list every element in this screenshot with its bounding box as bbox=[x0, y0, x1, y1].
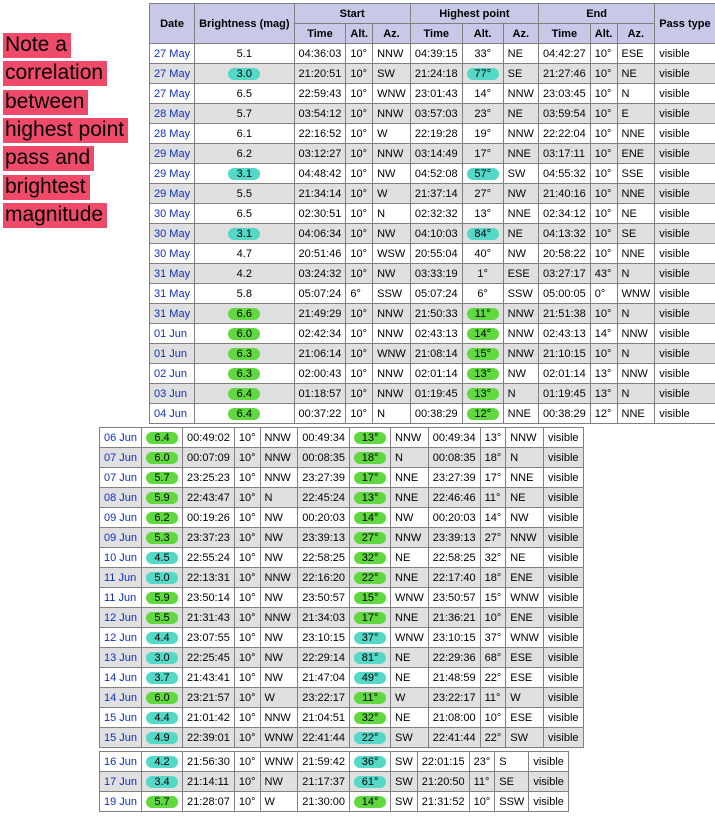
table-row: 09 Jun6.200:19:2610°NW00:20:0314°NW00:20… bbox=[100, 508, 584, 528]
table-row: 01 Jun6.002:42:3410°NNW02:43:1314°NNW02:… bbox=[150, 324, 715, 344]
date-link[interactable]: 27 May bbox=[154, 48, 190, 60]
table-row: 04 Jun6.400:37:2210°N00:38:2912°NNE00:38… bbox=[150, 404, 715, 424]
table-row: 10 Jun4.522:55:2410°NW22:58:2532°NE22:58… bbox=[100, 548, 584, 568]
date-link[interactable]: 15 Jun bbox=[104, 732, 137, 744]
table-row: 28 May5.703:54:1210°NNW03:57:0323°NE03:5… bbox=[150, 104, 715, 124]
table-row: 02 Jun6.302:00:4310°NNW02:01:1413°NW02:0… bbox=[150, 364, 715, 384]
table-row: 07 Jun5.723:25:2310°NNW23:27:3917°NNE23:… bbox=[100, 468, 584, 488]
date-link[interactable]: 29 May bbox=[154, 148, 190, 160]
table-row: 29 May5.521:34:1410°W21:37:1427°NW21:40:… bbox=[150, 184, 715, 204]
table-row: 13 Jun3.022:25:4510°NW22:29:1481°NE22:29… bbox=[100, 648, 584, 668]
date-link[interactable]: 28 May bbox=[154, 128, 190, 140]
date-link[interactable]: 30 May bbox=[154, 248, 190, 260]
table-row: 31 May5.805:07:246°SSW05:07:246°SSW05:00… bbox=[150, 284, 715, 304]
table-row: 09 Jun5.323:37:2310°NW23:39:1327°NNW23:3… bbox=[100, 528, 584, 548]
date-link[interactable]: 17 Jun bbox=[104, 776, 137, 788]
table-row: 30 May3.104:06:3410°NW04:10:0384°NE04:13… bbox=[150, 224, 715, 244]
table-row: 27 May3.021:20:5110°SW21:24:1877°SE21:27… bbox=[150, 64, 715, 84]
table-row: 01 Jun6.321:06:1410°WNW21:08:1415°NNW21:… bbox=[150, 344, 715, 364]
date-link[interactable]: 31 May bbox=[154, 308, 190, 320]
date-link[interactable]: 14 Jun bbox=[104, 692, 137, 704]
date-link[interactable]: 12 Jun bbox=[104, 612, 137, 624]
table-row: 30 May6.502:30:5110°N02:32:3213°NNE02:34… bbox=[150, 204, 715, 224]
table-row: 29 May3.104:48:4210°NW04:52:0857°SW04:55… bbox=[150, 164, 715, 184]
table-row: 08 Jun5.922:43:4710°N22:45:2413°NNE22:46… bbox=[100, 488, 584, 508]
date-link[interactable]: 07 Jun bbox=[104, 452, 137, 464]
date-link[interactable]: 11 Jun bbox=[104, 592, 136, 604]
table-row: 14 Jun6.023:21:5710°W23:22:1711°W23:22:1… bbox=[100, 688, 584, 708]
date-link[interactable]: 11 Jun bbox=[104, 572, 136, 584]
table-row: 30 May4.720:51:4610°WSW20:55:0440°NW20:5… bbox=[150, 244, 715, 264]
date-link[interactable]: 10 Jun bbox=[104, 552, 137, 564]
date-link[interactable]: 09 Jun bbox=[104, 512, 137, 524]
pass-table: 16 Jun4.221:56:3010°WNW21:59:4236°SW22:0… bbox=[99, 751, 569, 812]
table-row: 16 Jun4.221:56:3010°WNW21:59:4236°SW22:0… bbox=[100, 752, 569, 772]
table-row: 06 Jun6.400:49:0210°NNW00:49:3413°NNW00:… bbox=[100, 428, 584, 448]
table-row: 27 May6.522:59:4310°WNW23:01:4314°NNW23:… bbox=[150, 84, 715, 104]
date-link[interactable]: 16 Jun bbox=[104, 756, 137, 768]
date-link[interactable]: 27 May bbox=[154, 68, 190, 80]
table-row: 17 Jun3.421:14:1110°NW21:17:3761°SW21:20… bbox=[100, 772, 569, 792]
date-link[interactable]: 01 Jun bbox=[154, 328, 187, 340]
table-row: 27 May5.104:36:0310°NNW04:39:1533°NE04:4… bbox=[150, 44, 715, 64]
date-link[interactable]: 15 Jun bbox=[104, 712, 137, 724]
annotation-note: Note a correlation between highest point… bbox=[3, 31, 145, 229]
pass-table: DateBrightness (mag)StartHighest pointEn… bbox=[149, 3, 715, 424]
date-link[interactable]: 27 May bbox=[154, 88, 190, 100]
table-row: 29 May6.203:12:2710°NNW03:14:4917°NNE03:… bbox=[150, 144, 715, 164]
date-link[interactable]: 09 Jun bbox=[104, 532, 137, 544]
table-row: 19 Jun5.721:28:0710°W21:30:0014°SW21:31:… bbox=[100, 792, 569, 812]
date-link[interactable]: 29 May bbox=[154, 168, 190, 180]
table-row: 11 Jun5.022:13:3110°NNW22:16:2022°NNE22:… bbox=[100, 568, 584, 588]
table-row: 07 Jun6.000:07:0910°NNW00:08:3518°N00:08… bbox=[100, 448, 584, 468]
date-link[interactable]: 13 Jun bbox=[104, 652, 137, 664]
table-row: 31 May4.203:24:3210°NW03:33:191°ESE03:27… bbox=[150, 264, 715, 284]
pass-table: 06 Jun6.400:49:0210°NNW00:49:3413°NNW00:… bbox=[99, 427, 584, 748]
annotation-text: Note a correlation between highest point… bbox=[3, 33, 128, 228]
date-link[interactable]: 29 May bbox=[154, 188, 190, 200]
table-row: 12 Jun5.521:31:4310°NNW21:34:0317°NNE21:… bbox=[100, 608, 584, 628]
date-link[interactable]: 07 Jun bbox=[104, 472, 137, 484]
date-link[interactable]: 30 May bbox=[154, 208, 190, 220]
date-link[interactable]: 31 May bbox=[154, 268, 190, 280]
date-link[interactable]: 14 Jun bbox=[104, 672, 137, 684]
date-link[interactable]: 12 Jun bbox=[104, 632, 137, 644]
date-link[interactable]: 28 May bbox=[154, 108, 190, 120]
table-row: 14 Jun3.721:43:4110°NW21:47:0449°NE21:48… bbox=[100, 668, 584, 688]
date-link[interactable]: 04 Jun bbox=[154, 408, 187, 420]
table-row: 11 Jun5.923:50:1410°NW23:50:5715°WNW23:5… bbox=[100, 588, 584, 608]
table-row: 15 Jun4.922:39:0110°WNW22:41:4422°SW22:4… bbox=[100, 728, 584, 748]
table-row: 28 May6.122:16:5210°W22:19:2819°NNW22:22… bbox=[150, 124, 715, 144]
date-link[interactable]: 08 Jun bbox=[104, 492, 137, 504]
date-link[interactable]: 03 Jun bbox=[154, 388, 187, 400]
table-row: 31 May6.621:49:2910°NNW21:50:3311°NNW21:… bbox=[150, 304, 715, 324]
date-link[interactable]: 31 May bbox=[154, 288, 190, 300]
date-link[interactable]: 19 Jun bbox=[104, 796, 137, 808]
table-row: 12 Jun4.423:07:5510°NW23:10:1537°WNW23:1… bbox=[100, 628, 584, 648]
date-link[interactable]: 02 Jun bbox=[154, 368, 187, 380]
date-link[interactable]: 01 Jun bbox=[154, 348, 187, 360]
table-row: 15 Jun4.421:01:4210°NNW21:04:5132°NE21:0… bbox=[100, 708, 584, 728]
table-row: 03 Jun6.401:18:5710°NNW01:19:4513°N01:19… bbox=[150, 384, 715, 404]
date-link[interactable]: 06 Jun bbox=[104, 432, 137, 444]
date-link[interactable]: 30 May bbox=[154, 228, 190, 240]
